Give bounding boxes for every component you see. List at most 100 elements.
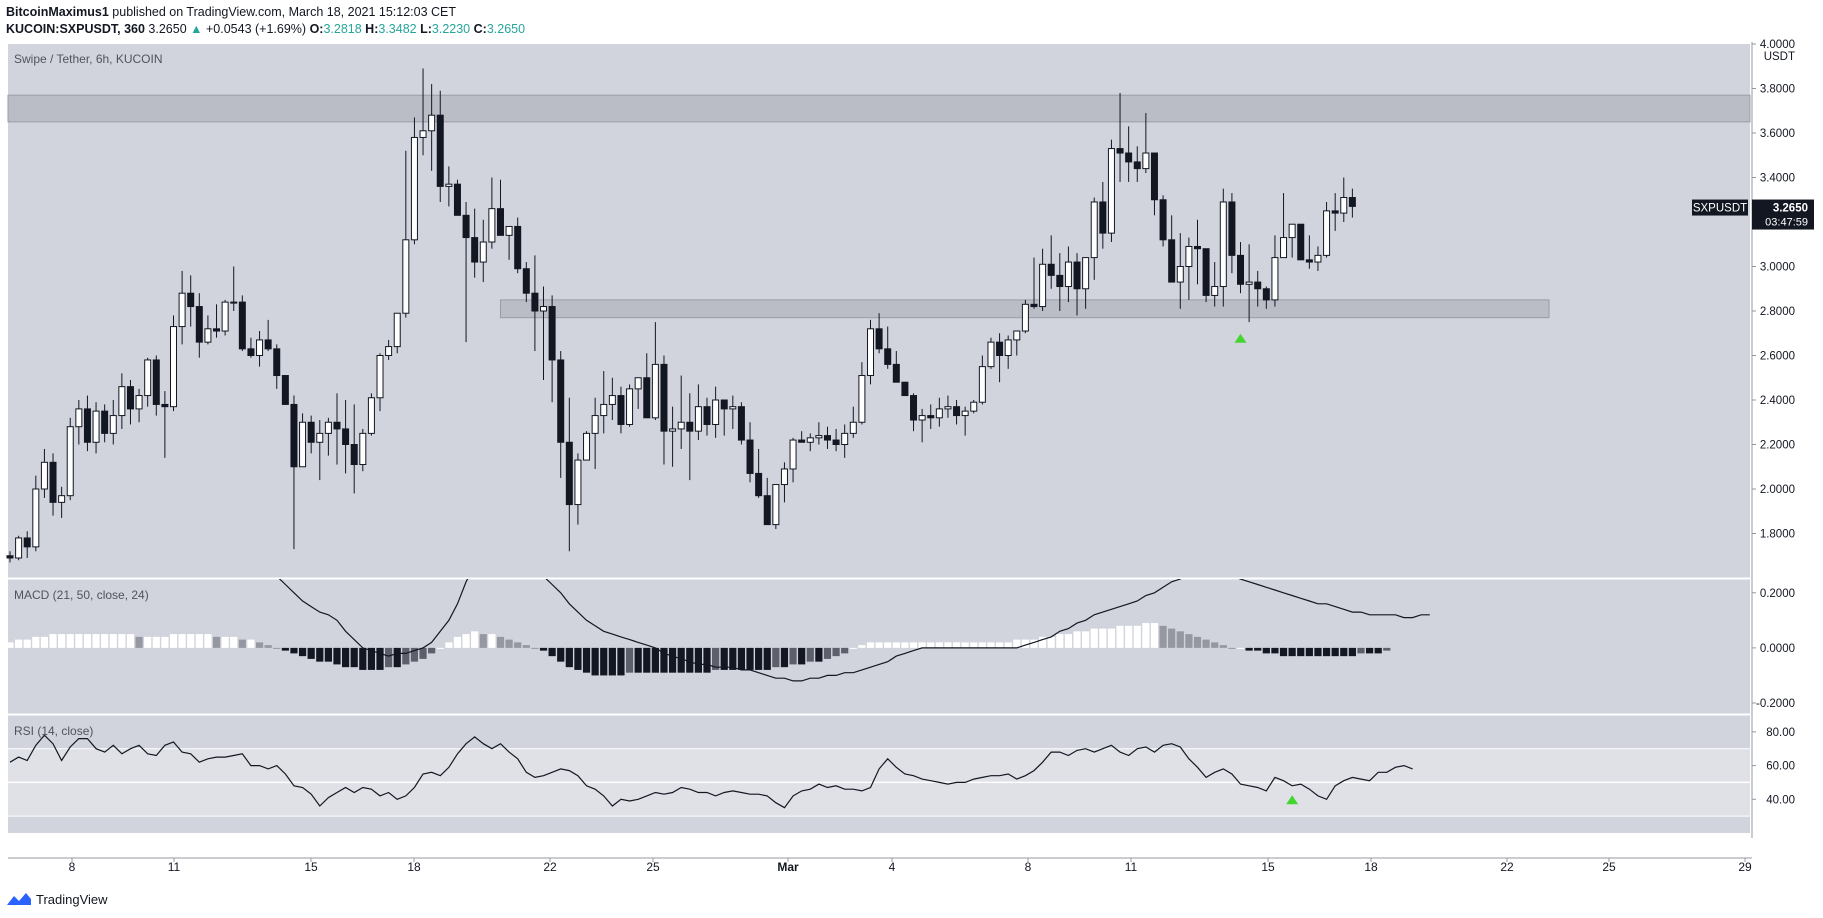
macd-histogram-bar (1374, 647, 1382, 654)
footer-brand[interactable]: TradingView (6, 891, 108, 907)
time-tick-label: 8 (69, 860, 76, 874)
candle-up (694, 406, 702, 432)
macd-histogram-bar (1383, 647, 1391, 651)
macd-histogram-bar (471, 631, 479, 648)
macd-histogram-bar (1013, 639, 1021, 648)
macd-histogram-bar (1150, 623, 1159, 648)
candle-up (1064, 261, 1072, 288)
macd-histogram-bar (1297, 647, 1305, 657)
candle-down (1193, 245, 1201, 250)
candle-up (1288, 223, 1296, 239)
macd-histogram-bar (789, 647, 797, 665)
macd-histogram-bar (600, 647, 608, 676)
candle-up (1021, 303, 1029, 332)
candle-up (256, 339, 264, 356)
candle-up (1142, 152, 1150, 170)
macd-histogram-bar (987, 642, 995, 648)
macd-histogram-bar (772, 647, 780, 668)
macd-histogram-bar (1245, 647, 1253, 651)
candle-down (548, 306, 556, 361)
candle-down (1348, 197, 1356, 207)
macd-histogram-bar (75, 634, 83, 648)
candle-down (832, 439, 840, 445)
macd-histogram-bar (1262, 647, 1270, 654)
macd-histogram-bar (152, 636, 160, 648)
candle-down (152, 359, 160, 405)
candle-down (875, 328, 883, 350)
macd-histogram-bar (970, 642, 978, 648)
price-tick-label: 2.8000 (1760, 306, 1795, 318)
time-tick-label: 15 (304, 860, 318, 874)
macd-histogram-bar (255, 642, 264, 648)
time-tick-label: 18 (407, 860, 421, 874)
candle-down (892, 363, 900, 383)
macd-histogram-bar (58, 634, 66, 648)
macd-histogram-bar (15, 639, 23, 648)
macd-histogram-bar (531, 647, 539, 649)
candle-down (617, 395, 625, 425)
macd-histogram-bar (1168, 628, 1176, 648)
macd-histogram-bar (324, 647, 332, 662)
candle-down (453, 183, 461, 216)
macd-histogram-bar (703, 647, 711, 673)
candle-down (1305, 259, 1313, 263)
candle-up (367, 397, 375, 434)
candle-up (144, 359, 152, 397)
candle-down (1202, 248, 1210, 296)
candle-down (342, 428, 350, 445)
macd-histogram-bar (1116, 625, 1124, 648)
macd-histogram-bar (1254, 647, 1262, 651)
candle-down (1133, 161, 1141, 170)
macd-histogram-bar (737, 647, 746, 670)
candle-up (299, 421, 307, 468)
candle-up (1176, 266, 1184, 283)
price-tick-label: 3.8000 (1760, 84, 1795, 96)
candle-down (264, 339, 272, 350)
candle-down (1159, 199, 1167, 241)
macd-histogram-bar (1107, 628, 1116, 648)
low-label: L: (420, 22, 432, 36)
candle-down (247, 348, 255, 357)
candle-down (161, 403, 169, 408)
candle-up (75, 408, 83, 428)
macd-histogram-bar (539, 647, 548, 651)
candle-down (901, 381, 909, 397)
candle-down (238, 301, 246, 350)
macd-histogram-bar (126, 634, 135, 648)
time-tick-label: 15 (1261, 860, 1275, 874)
time-tick-label: 22 (1500, 860, 1514, 874)
macd-histogram-bar (290, 647, 298, 654)
macd-histogram-bar (712, 647, 720, 670)
time-tick-label: 22 (543, 860, 557, 874)
candle-down (1150, 152, 1158, 201)
candle-down (1030, 303, 1038, 308)
macd-histogram-bar (927, 642, 935, 648)
rsi-tick-label: 60.00 (1766, 761, 1795, 773)
candle-up (109, 415, 117, 434)
candle-down (83, 408, 91, 443)
chart-area[interactable]: 4.0000 3.8000 3.6000 3.4000 3.2000 3.0000 2.80… (0, 0, 1823, 885)
macd-histogram-bar (892, 642, 900, 648)
candle-up (987, 341, 995, 368)
candle-down (1073, 261, 1081, 290)
candle-up (712, 399, 720, 425)
time-tick-label: 4 (889, 860, 896, 874)
macd-histogram-bar (582, 647, 591, 673)
macd-histogram-bar (1021, 639, 1029, 648)
candle-up (780, 468, 788, 486)
macd-histogram-bar (1039, 636, 1047, 648)
price-tick-label: 3.4000 (1760, 173, 1795, 185)
time-tick-label: 11 (1125, 860, 1138, 874)
candle-up (488, 208, 496, 243)
candle-up (729, 406, 737, 410)
candle-up (316, 432, 324, 443)
high-value: 3.3482 (378, 22, 417, 36)
candle-up (1271, 257, 1279, 301)
macd-tick-label: 0.0000 (1760, 643, 1795, 655)
macd-histogram-bar (1082, 631, 1090, 648)
candle-up (410, 136, 418, 241)
price-tick-label: 3.0000 (1760, 262, 1795, 274)
candle-up (1245, 281, 1253, 285)
candle-up (772, 484, 780, 526)
candle-down (195, 306, 203, 343)
